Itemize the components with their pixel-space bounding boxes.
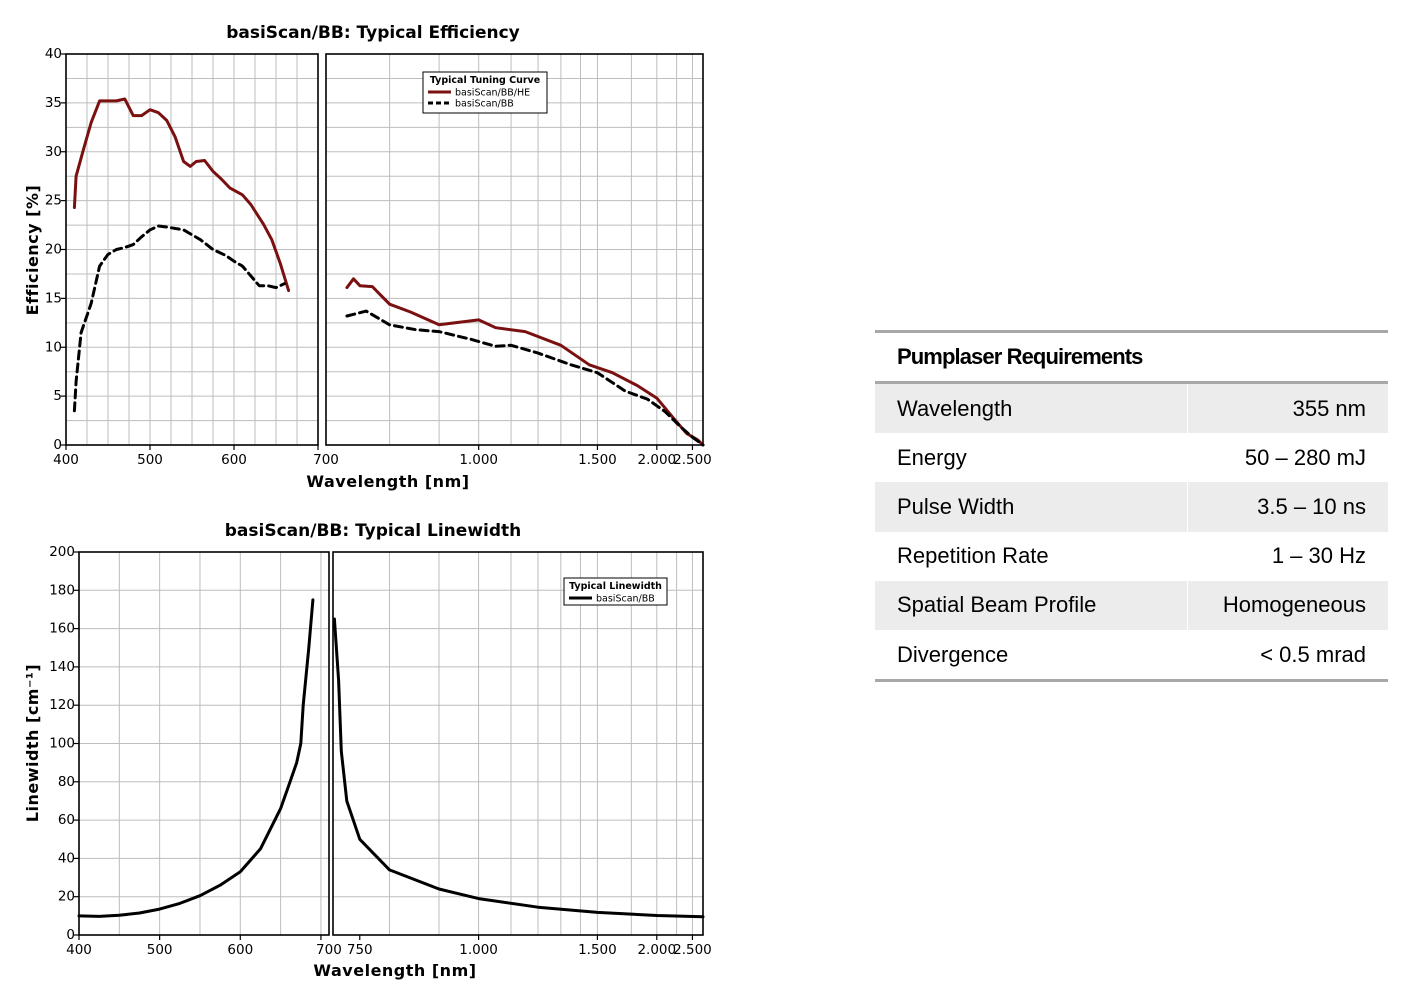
row-value: Homogeneous bbox=[1222, 592, 1366, 618]
row-value: < 0.5 mrad bbox=[1260, 641, 1366, 667]
linewidth-chart: 0 20 40 60 80 100 120 140 160 180 200 400 500 600 700 7… bbox=[23, 521, 712, 980]
y-tick-label: 0 bbox=[53, 437, 62, 453]
series-line bbox=[72, 97, 291, 293]
row-label: Repetition Rate bbox=[875, 531, 1188, 581]
y-tick-label: 200 bbox=[49, 544, 75, 560]
row-label: Wavelength bbox=[875, 384, 1188, 434]
efficiency-chart: 0 5 10 15 20 25 30 35 40 400 500 600 700 1.000 1.500 2.… bbox=[23, 23, 712, 491]
row-value: 50 – 280 mJ bbox=[1244, 444, 1366, 470]
y-tick-label: 120 bbox=[49, 697, 75, 713]
y-tick-label: 0 bbox=[66, 927, 75, 943]
table-row: Spatial Beam Profile Homogeneous bbox=[875, 580, 1388, 630]
x-tick-label: 700 bbox=[313, 452, 339, 468]
x-tick-label: 750 bbox=[347, 942, 373, 958]
y-tick-label: 35 bbox=[45, 95, 62, 111]
x-tick-label: 1.000 bbox=[459, 942, 498, 958]
x-tick-label: 2.000 bbox=[637, 942, 676, 958]
y-tick-label: 20 bbox=[45, 242, 62, 258]
x-tick-label: 500 bbox=[137, 452, 163, 468]
x-tick-label: 1.500 bbox=[578, 942, 617, 958]
x-tick-label: 600 bbox=[221, 452, 247, 468]
x-tick-label: 2.500 bbox=[673, 942, 712, 958]
table-row: Repetition Rate 1 – 30 Hz bbox=[875, 531, 1388, 581]
y-tick-label: 160 bbox=[49, 621, 75, 637]
y-tick-label: 100 bbox=[49, 736, 75, 752]
series-line bbox=[77, 598, 315, 918]
y-tick-label: 15 bbox=[45, 290, 62, 306]
table-row: Pulse Width 3.5 – 10 ns bbox=[875, 482, 1388, 532]
table-top-rule bbox=[875, 330, 1388, 333]
legend-label: basiScan/BB bbox=[455, 99, 514, 110]
x-tick-label: 1.500 bbox=[578, 452, 617, 468]
y-tick-label: 10 bbox=[45, 339, 62, 355]
row-value: 355 nm bbox=[1292, 395, 1366, 421]
x-tick-label: 500 bbox=[147, 942, 173, 958]
legend: Typical Linewidth basiScan/BB bbox=[563, 577, 668, 606]
table-bottom-rule bbox=[875, 679, 1388, 683]
x-axis-label: Wavelength [nm] bbox=[306, 472, 469, 491]
right-panel-frame bbox=[325, 53, 704, 446]
row-label: Pulse Width bbox=[875, 482, 1188, 532]
x-tick-label: 2.000 bbox=[637, 452, 676, 468]
chart-title: basiScan/BB: Typical Linewidth bbox=[225, 521, 522, 541]
table-title: Pumplaser Requirements bbox=[897, 344, 1143, 369]
x-tick-label: 2.500 bbox=[673, 452, 712, 468]
row-label: Divergence bbox=[875, 629, 1188, 680]
series-line bbox=[332, 617, 705, 919]
table-row: Divergence < 0.5 mrad bbox=[875, 629, 1388, 680]
series-line bbox=[72, 224, 286, 413]
table-header-rule bbox=[875, 381, 1388, 384]
y-tick-label: 60 bbox=[58, 812, 75, 828]
legend-label: basiScan/BB bbox=[596, 594, 655, 605]
row-label: Spatial Beam Profile bbox=[875, 580, 1188, 630]
table-row: Energy 50 – 280 mJ bbox=[875, 433, 1388, 483]
x-axis-label: Wavelength [nm] bbox=[313, 961, 476, 980]
pumplaser-requirements-table: Pumplaser Requirements Wavelength 355 nm… bbox=[875, 330, 1388, 683]
y-tick-label: 20 bbox=[58, 889, 75, 905]
y-axis-label: Efficiency [%] bbox=[23, 185, 42, 316]
legend-box bbox=[563, 577, 668, 606]
legend-title: Typical Linewidth bbox=[569, 581, 662, 592]
table-row: Wavelength 355 nm bbox=[875, 384, 1388, 434]
y-tick-label: 80 bbox=[58, 774, 75, 790]
series-line bbox=[345, 277, 705, 447]
y-tick-label: 40 bbox=[58, 850, 75, 866]
y-tick-label: 5 bbox=[53, 388, 62, 404]
x-tick-label: 400 bbox=[53, 452, 79, 468]
right-panel-frame bbox=[332, 551, 704, 936]
x-tick-label: 600 bbox=[227, 942, 253, 958]
row-label: Energy bbox=[875, 433, 1188, 483]
y-axis-label: Linewidth [cm⁻¹] bbox=[23, 664, 42, 822]
x-tick-label: 400 bbox=[66, 942, 92, 958]
y-tick-label: 140 bbox=[49, 659, 75, 675]
y-tick-label: 40 bbox=[45, 46, 62, 62]
y-tick-label: 25 bbox=[45, 193, 62, 209]
row-value: 3.5 – 10 ns bbox=[1257, 493, 1366, 519]
legend-title: Typical Tuning Curve bbox=[430, 75, 540, 86]
legend: Typical Tuning Curve basiScan/BB/HEbasiSc… bbox=[422, 71, 548, 114]
chart-title: basiScan/BB: Typical Efficiency bbox=[226, 23, 520, 43]
y-tick-label: 30 bbox=[45, 144, 62, 160]
row-value: 1 – 30 Hz bbox=[1271, 543, 1366, 569]
legend-label: basiScan/BB/HE bbox=[455, 88, 530, 99]
series-line bbox=[345, 309, 705, 447]
y-tick-label: 180 bbox=[49, 582, 75, 598]
x-tick-label: 1.000 bbox=[459, 452, 498, 468]
x-tick-label: 700 bbox=[316, 942, 342, 958]
